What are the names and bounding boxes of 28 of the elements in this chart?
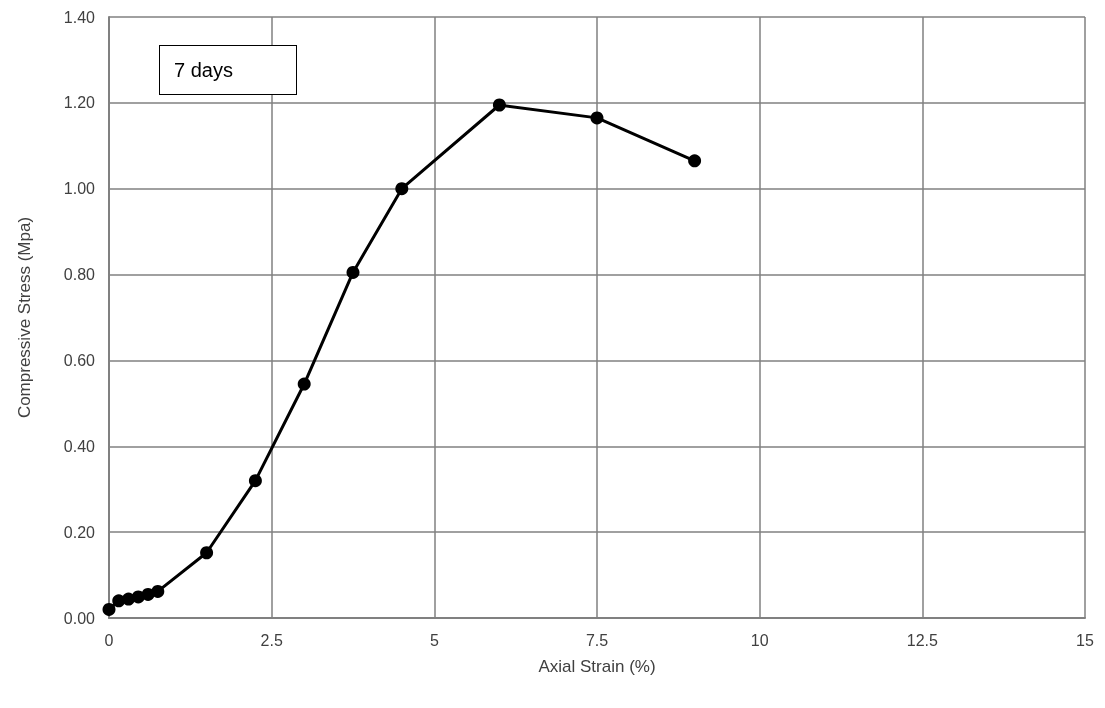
point xyxy=(297,377,311,391)
note-box: 7 days xyxy=(159,45,297,95)
point xyxy=(395,182,409,196)
y-tick-label: 1.40 xyxy=(63,8,96,26)
x-tick-label: 5 xyxy=(429,631,439,649)
x-tick-label: 10 xyxy=(750,631,769,649)
x-tick-label: 15 xyxy=(1076,631,1094,649)
x-axis-title: Axial Strain (%) xyxy=(538,657,656,676)
x-tick-label: 2.5 xyxy=(260,631,283,649)
point xyxy=(346,265,360,279)
x-tick-label: 0 xyxy=(104,631,114,649)
point xyxy=(200,546,214,560)
y-tick-label: 0.20 xyxy=(63,523,96,541)
point xyxy=(248,474,262,488)
y-tick-label: 1.20 xyxy=(63,94,96,112)
x-tick-label: 12.5 xyxy=(906,631,939,649)
point xyxy=(590,111,604,125)
y-tick-label: 1.00 xyxy=(63,180,96,198)
point xyxy=(688,154,702,168)
point xyxy=(492,98,506,112)
y-tick-label: 0.00 xyxy=(63,609,96,627)
point xyxy=(151,584,165,598)
y-axis-title: Compressive Stress (Mpa) xyxy=(15,216,34,419)
y-tick-label: 0.60 xyxy=(63,351,96,369)
y-tick-label: 0.80 xyxy=(63,266,96,284)
y-tick-label: 0.40 xyxy=(63,437,96,455)
point xyxy=(102,602,116,616)
x-tick-label: 7.5 xyxy=(585,631,609,649)
